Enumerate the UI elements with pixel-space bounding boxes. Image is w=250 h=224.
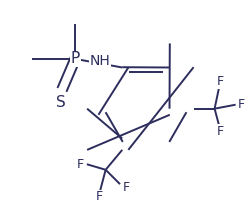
Text: NH: NH xyxy=(90,54,110,68)
Text: F: F xyxy=(216,125,224,138)
Text: F: F xyxy=(238,98,245,111)
Text: F: F xyxy=(123,181,130,194)
Text: S: S xyxy=(56,95,66,110)
Text: P: P xyxy=(70,51,80,66)
Text: F: F xyxy=(96,190,102,203)
Text: F: F xyxy=(77,158,84,171)
Text: F: F xyxy=(216,75,224,88)
